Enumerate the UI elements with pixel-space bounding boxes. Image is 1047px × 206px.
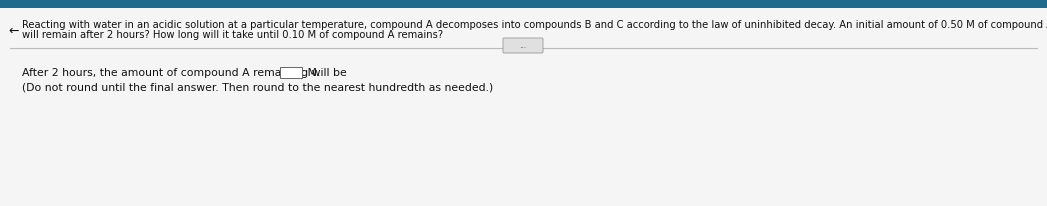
Text: ←: ←: [8, 25, 19, 37]
Text: will remain after 2 hours? How long will it take until 0.10 M of compound A rema: will remain after 2 hours? How long will…: [22, 30, 443, 40]
Text: M.: M.: [304, 68, 320, 78]
FancyBboxPatch shape: [503, 38, 543, 53]
Text: Reacting with water in an acidic solution at a particular temperature, compound : Reacting with water in an acidic solutio…: [22, 20, 1047, 30]
Text: After 2 hours, the amount of compound A remaining will be: After 2 hours, the amount of compound A …: [22, 68, 351, 78]
Text: ...: ...: [519, 41, 527, 50]
Text: (Do not round until the final answer. Then round to the nearest hundredth as nee: (Do not round until the final answer. Th…: [22, 82, 493, 92]
Bar: [281, 67, 303, 78]
Bar: [0, 0, 1047, 8]
